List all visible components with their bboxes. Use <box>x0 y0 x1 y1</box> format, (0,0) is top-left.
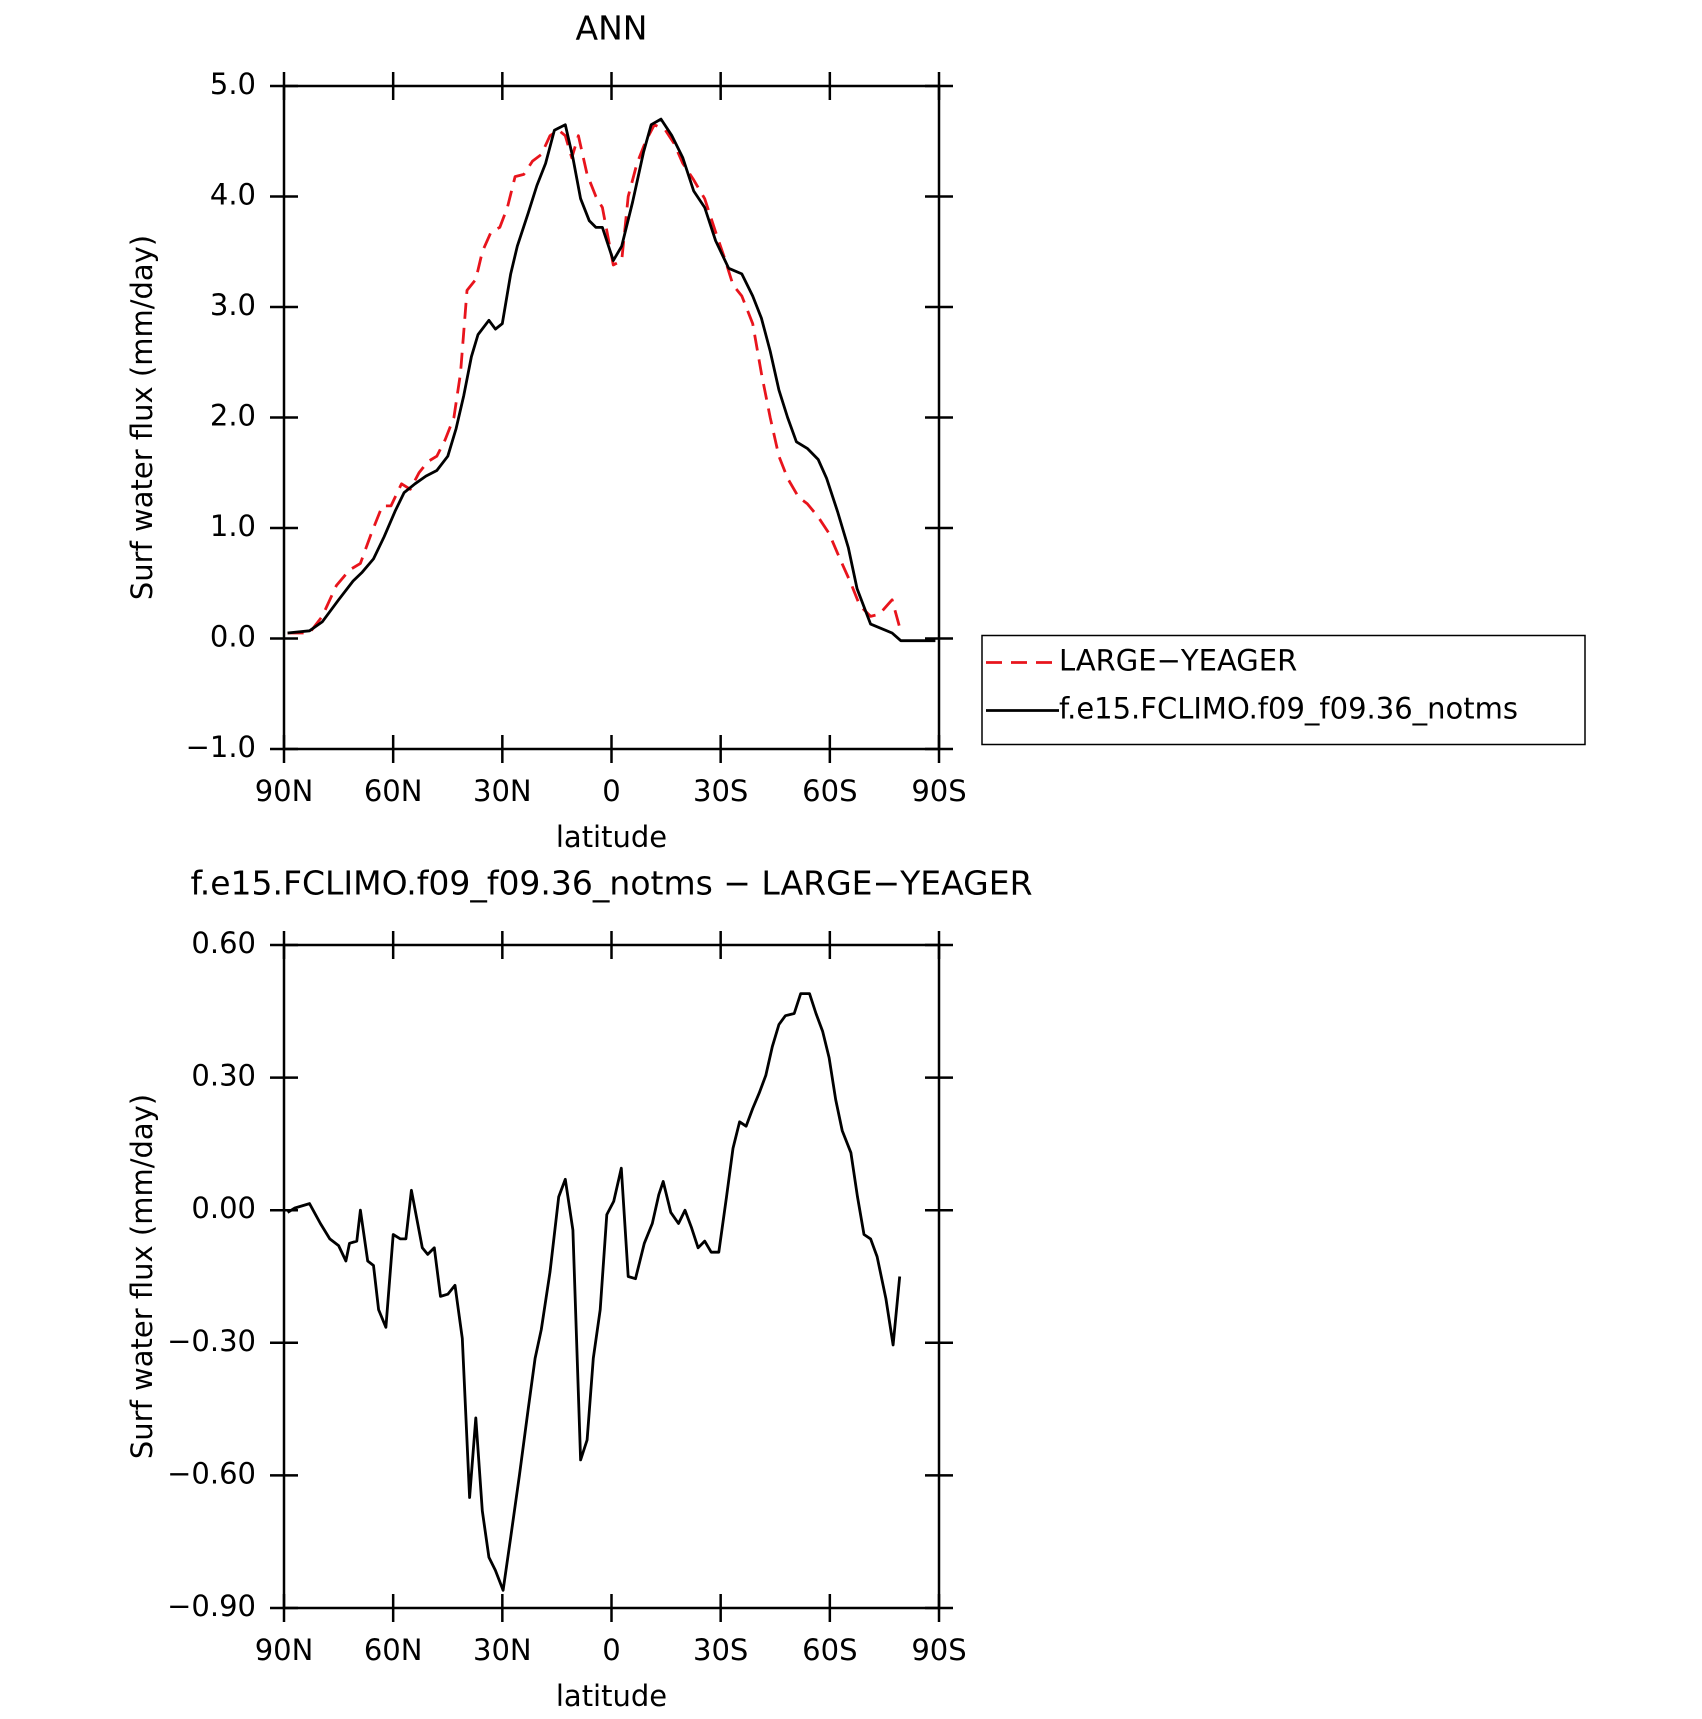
chart-title: ANN <box>576 9 648 48</box>
plot-frame <box>282 943 941 1610</box>
y-tick-label: 5.0 <box>210 67 256 101</box>
data-line <box>287 117 936 643</box>
x-axis-label: latitude <box>556 820 667 854</box>
x-tick-label: 0 <box>602 774 620 808</box>
y-tick-label: 0.30 <box>191 1059 256 1093</box>
legend-label: LARGE−YEAGER <box>1059 644 1297 678</box>
x-tick-label: 60N <box>364 1633 423 1667</box>
y-tick-label: 0.0 <box>210 620 256 654</box>
x-tick-label: 90S <box>911 1633 966 1667</box>
y-tick-label: −1.0 <box>186 730 256 764</box>
chart: f.e15.FCLIMO.f09_f09.36_notms − LARGE−YE… <box>125 864 1033 1714</box>
x-tick-label: 60N <box>364 774 423 808</box>
y-tick-label: 1.0 <box>210 509 256 543</box>
legend-box <box>981 634 1586 746</box>
x-axis-label: latitude <box>556 1679 667 1713</box>
data-line <box>287 123 902 635</box>
y-axis-label: Surf water flux (mm/day) <box>125 1094 159 1459</box>
y-tick-label: 0.00 <box>191 1191 256 1225</box>
x-tick-label: 60S <box>802 774 857 808</box>
y-tick-label: −0.30 <box>167 1324 256 1358</box>
y-tick-label: 4.0 <box>210 178 256 212</box>
chart-title: f.e15.FCLIMO.f09_f09.36_notms − LARGE−YE… <box>190 864 1032 903</box>
x-tick-label: 90N <box>255 774 314 808</box>
data-line <box>286 992 902 1592</box>
y-tick-label: 0.60 <box>191 926 256 960</box>
x-tick-label: 90S <box>911 774 966 808</box>
x-tick-label: 0 <box>602 1633 620 1667</box>
y-axis-label: Surf water flux (mm/day) <box>125 235 159 600</box>
chart: ANN 5.0 4.0 3.0 2.0 1.0 0.0 −1.0 90N 60N 30N 0 30S 60… <box>125 9 1586 854</box>
y-tick-label: 2.0 <box>210 399 256 433</box>
legend-label: f.e15.FCLIMO.f09_f09.36_notms <box>1059 692 1518 726</box>
x-tick-label: 90N <box>255 1633 314 1667</box>
plot-frame <box>282 84 941 751</box>
y-tick-label: 3.0 <box>210 288 256 322</box>
x-tick-label: 30S <box>693 1633 748 1667</box>
y-tick-label: −0.60 <box>167 1456 256 1490</box>
x-tick-label: 30S <box>693 774 748 808</box>
x-tick-label: 60S <box>802 1633 857 1667</box>
x-tick-label: 30N <box>473 774 532 808</box>
x-tick-label: 30N <box>473 1633 532 1667</box>
y-tick-label: −0.90 <box>167 1589 256 1623</box>
